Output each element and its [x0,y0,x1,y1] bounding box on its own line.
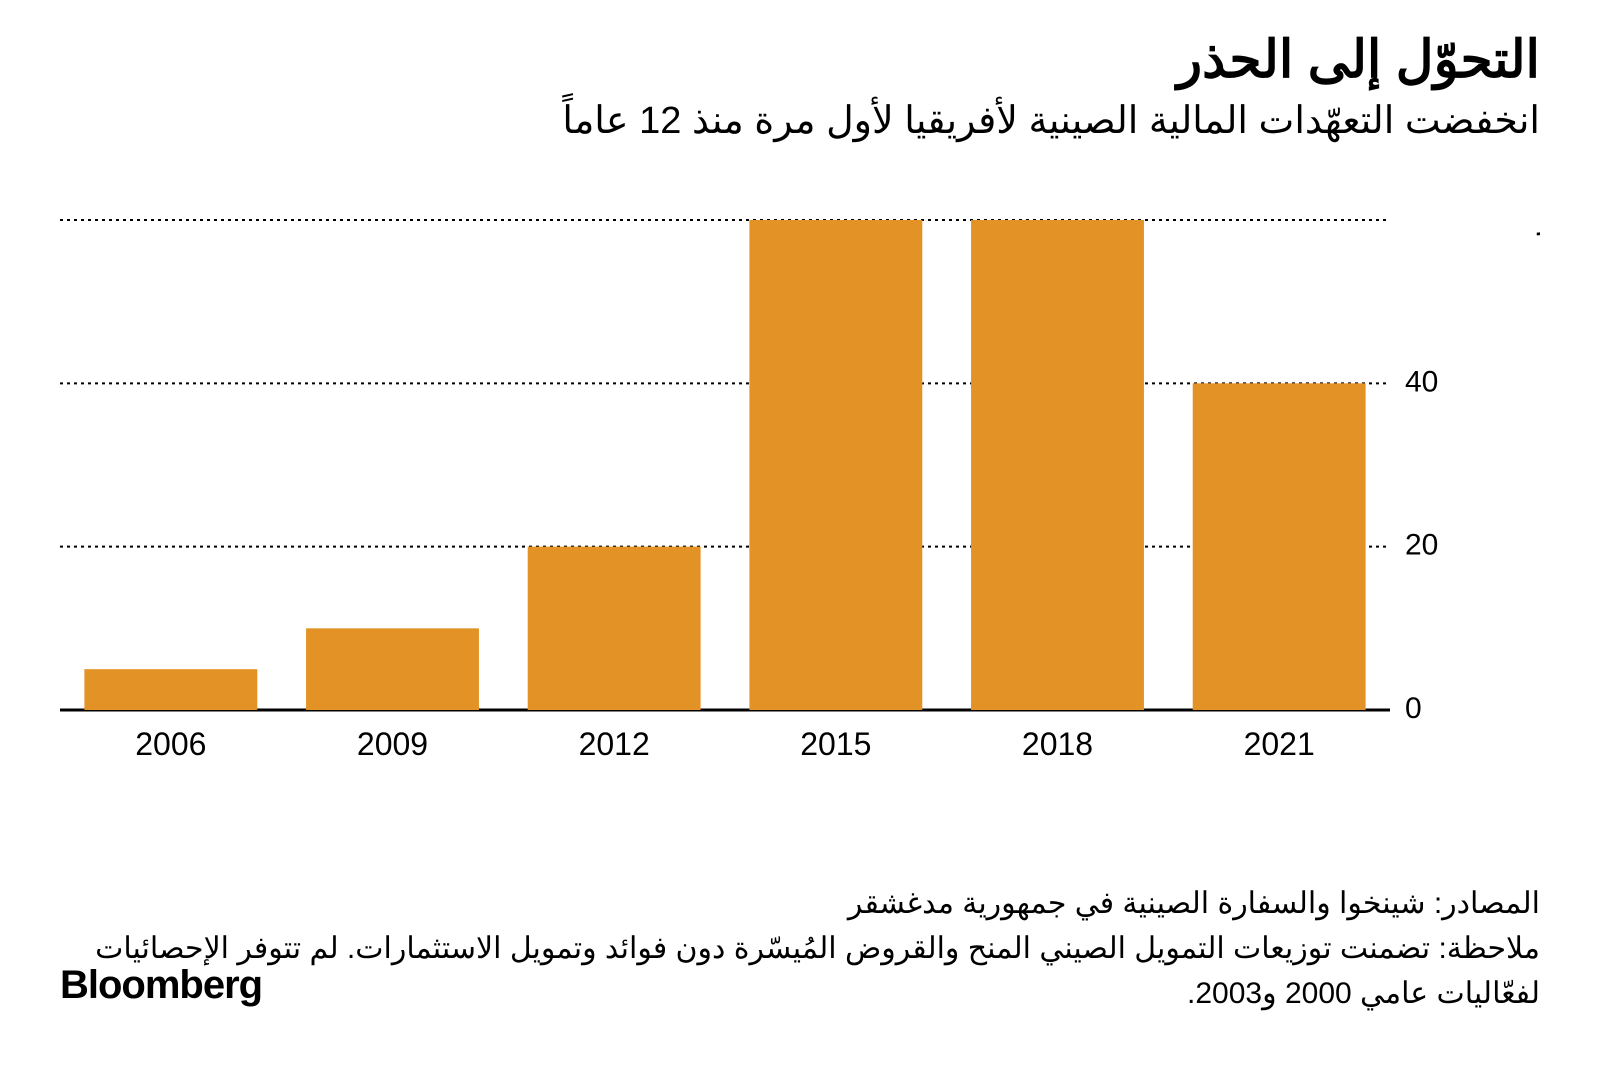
x-axis-label: 2009 [357,726,428,762]
y-axis-top-label: 60 مليار دولار [1536,202,1540,236]
source-line: المصادر: شينخوا والسفارة الصينية في جمهو… [60,881,1540,926]
x-axis-label: 2018 [1022,726,1093,762]
bar [749,220,922,710]
y-axis-label: 40 [1405,365,1438,398]
chart-subtitle: انخفضت التعهّدات المالية الصينية لأفريقي… [562,98,1540,143]
y-axis-label: 0 [1405,692,1422,725]
bar [1193,383,1366,710]
chart-title: التحوّل إلى الحذر [1177,30,1540,90]
bar [971,220,1144,710]
chart-plot-area: 0 20 40 60 مليار دولار 2006 2009 2012 2015 2018 2… [60,180,1540,780]
bar [306,628,479,710]
chart-container: التحوّل إلى الحذر انخفضت التعهّدات المال… [0,0,1600,1066]
x-axis-label: 2006 [135,726,206,762]
y-axis-label: 20 [1405,529,1438,562]
bloomberg-logo: Bloomberg [60,963,262,1008]
x-axis-label: 2015 [800,726,871,762]
x-axis-label: 2012 [579,726,650,762]
x-axis-label: 2021 [1244,726,1315,762]
chart-footer: المصادر: شينخوا والسفارة الصينية في جمهو… [60,881,1540,1016]
note-line: ملاحظة: تضمنت توزيعات التمويل الصيني الم… [60,926,1540,1016]
bar [528,547,701,710]
bar [84,669,257,710]
bar-chart-svg: 0 20 40 60 مليار دولار 2006 2009 2012 2015 2018 2… [60,180,1540,780]
